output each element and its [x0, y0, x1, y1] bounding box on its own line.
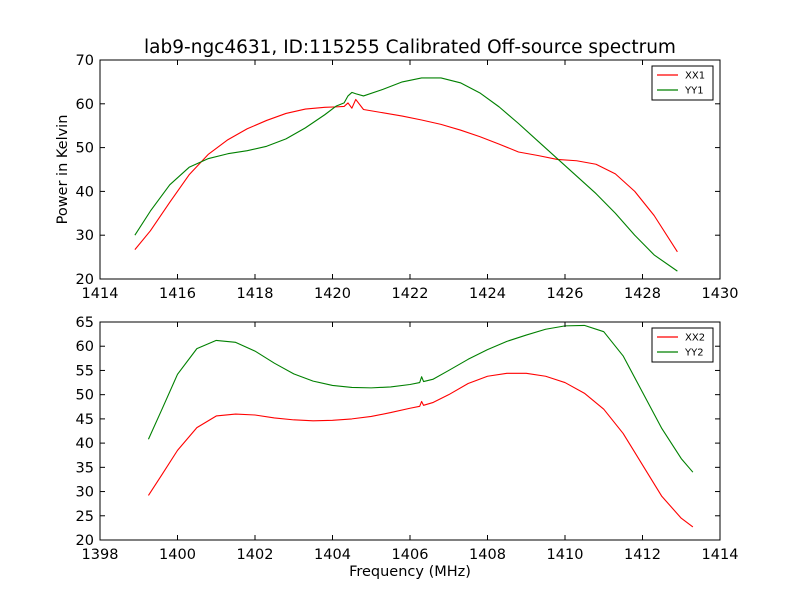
x-tick-label: 1418	[237, 286, 274, 302]
y-tick-label: 45	[76, 412, 94, 428]
legend-label-yy2: YY2	[684, 348, 704, 359]
series-line-xx2	[147, 372, 694, 528]
legend-box	[651, 65, 714, 101]
legend-box	[651, 327, 714, 363]
x-tick-label: 1416	[159, 286, 196, 302]
subplot-1: 1414 1416 1418 1420 1422 1424 1426 1428 1430 20 30…	[55, 53, 738, 302]
y-tick-label: 50	[76, 141, 94, 157]
x-axis-label: Frequency (MHz)	[349, 564, 471, 580]
x-tick-label: 1424	[469, 286, 506, 302]
y-tick-label: 30	[76, 228, 94, 244]
x-tick-label: 1410	[547, 547, 584, 563]
x-tick-label: 1404	[314, 547, 351, 563]
x-tick-label: 1400	[159, 547, 196, 563]
y-tick-label: 20	[76, 533, 94, 549]
y-axis-label: Power in Kelvin	[55, 115, 71, 225]
legend-label-xx1: XX1	[685, 71, 705, 82]
y-tick-label: 35	[76, 460, 94, 476]
y-tick-label: 40	[76, 436, 94, 452]
x-tick-label: 1402	[237, 547, 274, 563]
series-line-yy1	[134, 77, 678, 272]
y-tick-label: 60	[76, 339, 94, 355]
x-tick-label: 1422	[392, 286, 429, 302]
legend-label-yy1: YY1	[684, 86, 704, 97]
x-tick-label: 1420	[314, 286, 351, 302]
x-tick-label: 1428	[624, 286, 661, 302]
x-tick-label: 1414	[702, 547, 739, 563]
y-tick-label: 25	[76, 509, 94, 525]
x-tick-label: 1406	[392, 547, 429, 563]
y-tick-label: 55	[76, 363, 94, 379]
series-line-xx1	[134, 98, 678, 253]
y-tick-label: 65	[76, 315, 94, 331]
x-tick-label: 1430	[702, 286, 739, 302]
y-tick-label: 40	[76, 184, 94, 200]
y-tick-label: 30	[76, 485, 94, 501]
series-line-yy2	[147, 324, 694, 473]
figure-title: lab9-ngc4631, ID:115255 Calibrated Off-s…	[144, 37, 676, 58]
x-tick-label: 1414	[82, 286, 119, 302]
legend-label-xx2: XX2	[685, 333, 705, 344]
y-tick-label: 60	[76, 97, 94, 113]
y-tick-label: 20	[76, 272, 94, 288]
x-tick-label: 1412	[624, 547, 661, 563]
plots: 1414 1416 1418 1420 1422 1424 1426 1428 1430 20 30…	[55, 53, 738, 580]
subplot-2: 1398 1400 1402 1404 1406 1408 1410 1412 1414 20 25…	[76, 315, 739, 580]
x-tick-label: 1408	[469, 547, 506, 563]
y-tick-label: 70	[76, 53, 94, 69]
x-tick-label: 1426	[547, 286, 584, 302]
x-tick-label: 1398	[82, 547, 119, 563]
y-tick-label: 50	[76, 388, 94, 404]
